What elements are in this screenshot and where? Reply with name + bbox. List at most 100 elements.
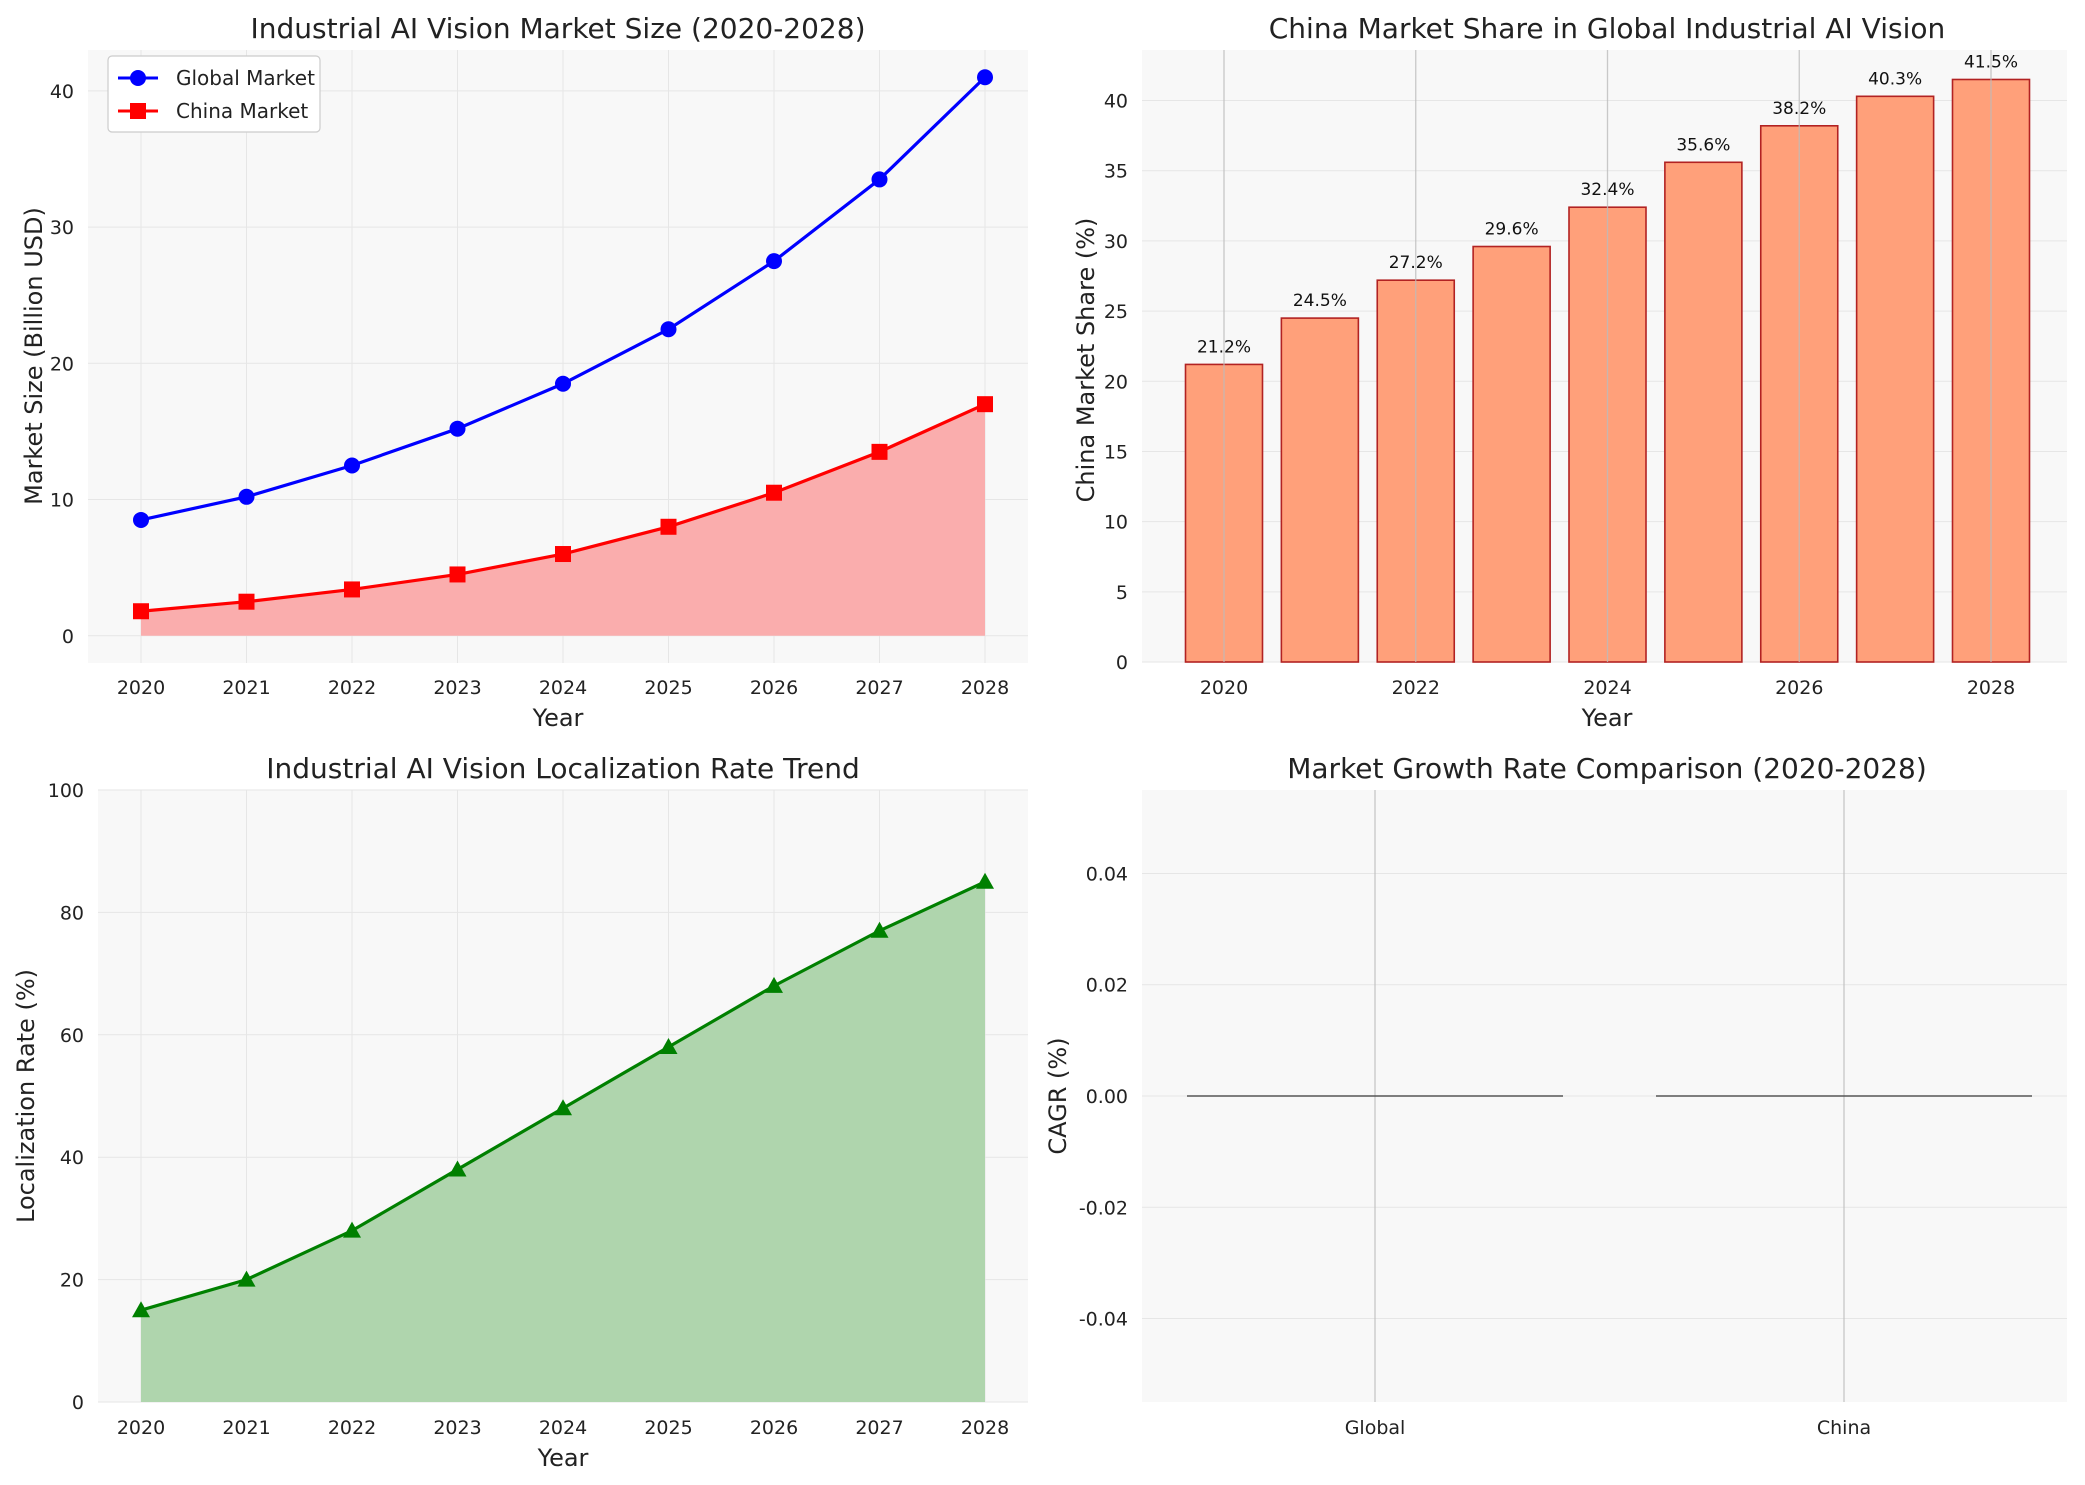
x-tick-label: 2026 bbox=[750, 1417, 798, 1439]
global-data-point bbox=[133, 511, 149, 528]
x-tick-label: 2026 bbox=[750, 677, 798, 699]
y-axis-label: Localization Rate (%) bbox=[12, 969, 40, 1223]
y-tick-label: 0 bbox=[72, 1392, 84, 1414]
x-tick-label: 2024 bbox=[1583, 677, 1631, 699]
x-tick-label: 2027 bbox=[855, 677, 903, 699]
localization-data-point bbox=[237, 1270, 256, 1287]
x-tick-label: 2020 bbox=[117, 677, 165, 699]
y-tick-label: 80 bbox=[60, 902, 84, 924]
bar-value-label: 24.5% bbox=[1293, 291, 1347, 311]
y-tick-label: 20 bbox=[50, 353, 74, 375]
global-data-point bbox=[766, 253, 782, 270]
x-tick-label: China bbox=[1817, 1417, 1871, 1439]
china-data-point bbox=[449, 566, 466, 583]
china-data-point bbox=[871, 443, 888, 460]
localization-data-point bbox=[343, 1221, 361, 1238]
y-axis-label: Market Size (Billion USD) bbox=[20, 207, 48, 505]
bar-value-label: 29.6% bbox=[1485, 220, 1539, 240]
bar-value-label: 21.2% bbox=[1197, 337, 1251, 357]
x-tick-label: 2024 bbox=[539, 1417, 587, 1439]
x-axis-label: Year bbox=[1581, 704, 1633, 732]
y-tick-label: 10 bbox=[50, 490, 74, 512]
y-tick-label: 0.00 bbox=[1086, 1086, 1128, 1108]
legend-label-global: Global Market bbox=[176, 66, 315, 90]
china-data-point bbox=[133, 603, 149, 620]
x-tick-label: 2028 bbox=[961, 1417, 1009, 1439]
bar bbox=[1664, 161, 1743, 663]
global-data-point bbox=[977, 69, 993, 86]
y-tick-label: 0.02 bbox=[1086, 975, 1128, 997]
y-tick-label: 30 bbox=[50, 217, 74, 239]
bar-value-label: 41.5% bbox=[1964, 52, 2018, 72]
y-axis-label: China Market Share (%) bbox=[1072, 218, 1100, 503]
x-tick-label: 2020 bbox=[117, 1417, 165, 1439]
bar-value-label: 38.2% bbox=[1772, 99, 1826, 119]
y-tick-label: 0.04 bbox=[1086, 863, 1128, 885]
localization-data-point bbox=[554, 1099, 572, 1116]
market-size-chart: Industrial AI Vision Market Size (2020-2… bbox=[20, 12, 1028, 732]
x-tick-label: 2021 bbox=[222, 677, 270, 699]
china-data-point bbox=[238, 593, 255, 610]
y-tick-label: 10 bbox=[1104, 512, 1128, 534]
bar bbox=[1855, 95, 1935, 663]
x-axis-label: Year bbox=[537, 1444, 589, 1472]
bar bbox=[1280, 317, 1360, 663]
china-data-point bbox=[977, 396, 993, 413]
localization-rate-chart: Industrial AI Vision Localization Rate T… bbox=[12, 752, 1028, 1472]
legend-marker-china bbox=[130, 103, 146, 119]
legend-marker-global bbox=[130, 70, 146, 86]
x-tick-label: 2023 bbox=[433, 677, 481, 699]
china-data-point bbox=[766, 484, 782, 501]
chart-title: Industrial AI Vision Localization Rate T… bbox=[266, 752, 859, 785]
global-data-point bbox=[449, 420, 466, 437]
localization-data-point bbox=[448, 1160, 467, 1177]
x-tick-label: 2022 bbox=[1392, 677, 1440, 699]
china-data-point bbox=[344, 581, 360, 598]
bar-value-label: 40.3% bbox=[1868, 69, 1922, 89]
localization-data-point bbox=[659, 1038, 678, 1055]
x-axis-label: Year bbox=[532, 704, 584, 732]
chart-title: China Market Share in Global Industrial … bbox=[1269, 12, 1945, 45]
y-tick-label: 5 bbox=[1116, 582, 1128, 604]
x-tick-label: 2022 bbox=[328, 677, 376, 699]
x-tick-label: 2028 bbox=[1967, 677, 2015, 699]
localization-data-point bbox=[132, 1301, 150, 1318]
x-tick-label: 2023 bbox=[433, 1417, 481, 1439]
y-tick-label: 0 bbox=[1116, 652, 1128, 674]
y-tick-label: -0.04 bbox=[1079, 1309, 1128, 1331]
x-tick-label: 2024 bbox=[539, 677, 587, 699]
y-tick-label: 100 bbox=[48, 780, 84, 802]
y-tick-label: 40 bbox=[50, 81, 74, 103]
bar-value-label: 35.6% bbox=[1676, 135, 1730, 155]
y-tick-label: 40 bbox=[60, 1147, 84, 1169]
chart-title: Market Growth Rate Comparison (2020-2028… bbox=[1287, 752, 1927, 785]
localization-data-point bbox=[870, 921, 889, 938]
legend-label-china: China Market bbox=[176, 99, 308, 123]
global-data-point bbox=[660, 321, 677, 338]
y-tick-label: 20 bbox=[1104, 371, 1128, 393]
y-tick-label: 25 bbox=[1104, 301, 1128, 323]
localization-area-fill bbox=[141, 881, 985, 1402]
y-tick-label: -0.02 bbox=[1079, 1197, 1128, 1219]
bar-value-label: 32.4% bbox=[1580, 180, 1634, 200]
x-tick-label: 2028 bbox=[961, 677, 1009, 699]
y-tick-label: 40 bbox=[1104, 91, 1128, 113]
global-data-point bbox=[871, 171, 888, 188]
chart-title: Industrial AI Vision Market Size (2020-2… bbox=[251, 12, 866, 45]
global-data-point bbox=[344, 457, 360, 474]
china-data-point bbox=[555, 546, 571, 563]
x-tick-label: 2021 bbox=[222, 1417, 270, 1439]
x-tick-label: Global bbox=[1345, 1417, 1406, 1439]
growth-rate-chart: Market Growth Rate Comparison (2020-2028… bbox=[1044, 752, 2067, 1439]
localization-data-point bbox=[976, 872, 994, 889]
x-tick-label: 2025 bbox=[644, 1417, 692, 1439]
y-tick-label: 15 bbox=[1104, 441, 1128, 463]
x-tick-label: 2020 bbox=[1200, 677, 1248, 699]
china-data-point bbox=[660, 518, 677, 535]
x-tick-label: 2026 bbox=[1775, 677, 1823, 699]
x-tick-label: 2025 bbox=[644, 677, 692, 699]
global-data-point bbox=[238, 488, 255, 505]
y-tick-label: 20 bbox=[60, 1270, 84, 1292]
y-tick-label: 35 bbox=[1104, 161, 1128, 183]
